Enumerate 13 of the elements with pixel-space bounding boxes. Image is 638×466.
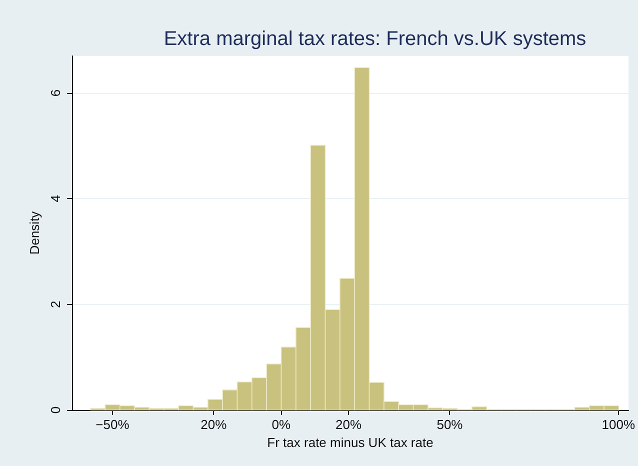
y-tick-label: 4 [48, 195, 63, 202]
y-axis-title: Density [27, 210, 42, 255]
x-tick-label: 100% [602, 417, 636, 432]
chart-title: Extra marginal tax rates: French vs.UK systems [164, 28, 586, 50]
x-tick-label: 0% [272, 417, 291, 432]
x-tick-label: −50% [96, 417, 130, 432]
y-tick-label: 0 [48, 406, 63, 414]
y-tick-label: 2 [48, 300, 63, 308]
x-tick-label: 20% [336, 417, 362, 432]
x-axis-title: Fr tax rate minus UK tax rate [267, 434, 434, 450]
x-tick-label: 50% [436, 417, 464, 432]
x-tick-label: 20% [200, 417, 228, 432]
y-tick-label: 6 [48, 89, 63, 97]
